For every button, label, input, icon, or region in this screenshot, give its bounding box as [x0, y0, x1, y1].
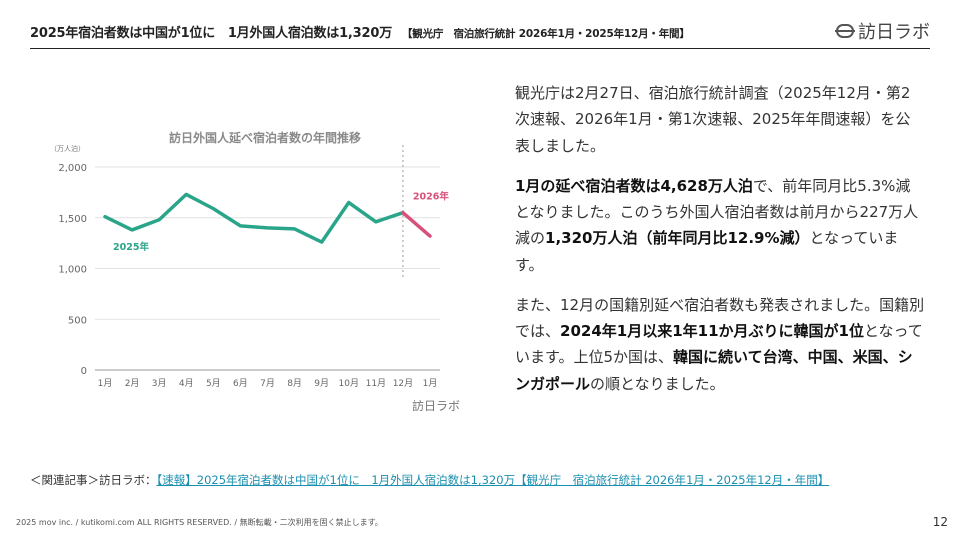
x-tick-label: 11月: [366, 378, 386, 389]
slide-header: 2025年宿泊者数は中国が1位に 1月外国人宿泊数は1,320万 【観光庁 宿泊旅…: [30, 14, 930, 49]
paragraph-1: 観光庁は2月27日、宿泊旅行統計調査（2025年12月・第2次速報、2026年1…: [515, 80, 925, 159]
x-tick-label: 4月: [179, 378, 194, 389]
y-tick-label: 0: [81, 366, 87, 377]
related-article-link[interactable]: 【速報】2025年宿泊者数は中国が1位に 1月外国人宿泊数は1,320万【観光庁…: [156, 473, 830, 487]
paragraph-3-bold-2: 韓国に続いて台湾、中国、米国、シンガポール: [515, 348, 913, 393]
chart-title: 訪日外国人延べ宿泊者数の年間推移: [169, 130, 361, 145]
x-tick-label: 7月: [260, 378, 275, 389]
paragraph-2: 1月の延べ宿泊者数は4,628万人泊で、前年同月比5.3%減となりました。このう…: [515, 173, 925, 278]
paragraph-2-text-2: となっています。: [515, 229, 899, 274]
series-line-0: [103, 192, 405, 244]
series-label-2026: 2026年: [413, 190, 449, 202]
copyright-footer: 2025 mov inc. / kutikomi.com ALL RIGHTS …: [16, 518, 383, 527]
slide-title: 2025年宿泊者数は中国が1位に 1月外国人宿泊数は1,320万 【観光庁 宿泊旅…: [30, 22, 690, 41]
y-tick-label: 2,000: [58, 163, 87, 174]
y-axis-label: （万人泊）: [50, 144, 85, 153]
x-tick-label: 1月: [98, 378, 113, 389]
x-tick-label: 2月: [125, 378, 140, 389]
x-tick-label: 10月: [339, 378, 359, 389]
paragraph-3-text-1: また、12月の国籍別延べ宿泊者数も発表されました。国籍別では、: [515, 295, 925, 340]
series-line-1: [401, 210, 432, 238]
article-body: 観光庁は2月27日、宿泊旅行統計調査（2025年12月・第2次速報、2026年1…: [515, 80, 925, 411]
related-prefix: ＜関連記事＞訪日ラボ：: [30, 473, 157, 487]
x-tick-label: 5月: [206, 378, 221, 389]
y-tick-label: 1,000: [58, 265, 87, 276]
x-tick-label: 8月: [287, 378, 302, 389]
brand-name: 訪日ラボ: [858, 22, 930, 43]
brand-logo-icon: [835, 24, 855, 38]
x-tick-label: 3月: [152, 378, 167, 389]
paragraph-3: また、12月の国籍別延べ宿泊者数も発表されました。国籍別では、2024年1月以来…: [515, 292, 925, 397]
y-tick-label: 500: [68, 315, 87, 326]
series-label-2025: 2025年: [113, 241, 149, 253]
page-number: 12: [932, 515, 948, 529]
x-tick-label: 6月: [233, 378, 248, 389]
slide-title-main: 2025年宿泊者数は中国が1位に 1月外国人宿泊数は1,320万: [30, 26, 392, 41]
paragraph-2-bold-1: 1月の延べ宿泊者数は4,628万人泊: [515, 176, 753, 195]
paragraph-3-text-3: の順となりました。: [590, 374, 725, 393]
chart-watermark: 訪日ラボ: [412, 398, 460, 413]
paragraph-3-bold-1: 2024年1月以来1年11か月ぶりに韓国が1位: [560, 322, 864, 340]
chart-svg: 訪日外国人延べ宿泊者数の年間推移 （万人泊） 0 500 1,000 1,500 2,000…: [50, 130, 460, 413]
x-tick-label: 1月: [423, 378, 438, 389]
paragraph-2-bold-2: 1,320万人泊（前年同月比12.9%減）: [545, 229, 810, 248]
x-tick-label: 12月: [393, 378, 413, 389]
paragraph-2-text-1: で、前年同月比5.3%減となりました。このうち外国人宿泊者数は前月から227万人…: [515, 176, 919, 248]
paragraph-1-text: 観光庁は2月27日、宿泊旅行統計調査（2025年12月・第2次速報、2026年1…: [515, 84, 911, 155]
paragraph-3-text-2: となっています。上位5か国は、: [515, 322, 923, 367]
related-article: ＜関連記事＞訪日ラボ：【速報】2025年宿泊者数は中国が1位に 1月外国人宿泊数…: [30, 472, 910, 489]
line-chart: 訪日外国人延べ宿泊者数の年間推移 （万人泊） 0 500 1,000 1,500 2,000…: [40, 120, 480, 420]
brand-logo: 訪日ラボ: [835, 18, 930, 44]
y-tick-label: 1,500: [58, 214, 87, 225]
slide-title-sub: 【観光庁 宿泊旅行統計 2026年1月・2025年12月・年間】: [402, 28, 690, 40]
x-tick-label: 9月: [314, 378, 329, 389]
